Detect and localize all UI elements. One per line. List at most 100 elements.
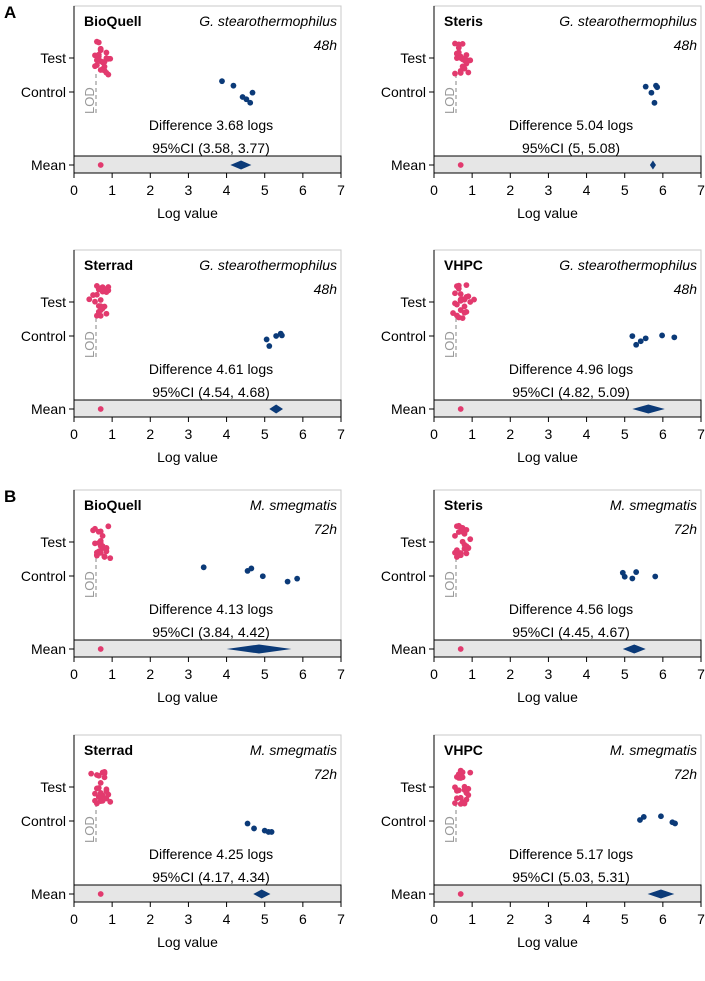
control-point: [248, 565, 255, 572]
control-point: [652, 573, 659, 580]
test-point: [103, 548, 110, 555]
x-tick-label: 5: [621, 666, 629, 682]
test-point: [97, 779, 104, 786]
organism-name: G. stearothermophilus: [199, 257, 337, 273]
test-point: [97, 549, 104, 556]
control-mean-diamond: [230, 160, 252, 170]
test-point: [457, 552, 464, 559]
incubation-time: 72h: [314, 521, 338, 537]
y-category-label: Test: [400, 294, 426, 310]
control-point: [247, 99, 254, 106]
x-tick-label: 0: [430, 666, 438, 682]
control-mean-diamond: [269, 404, 284, 414]
section-label-a: A: [4, 3, 16, 22]
organism-name: G. stearothermophilus: [559, 257, 697, 273]
control-point: [637, 338, 644, 345]
x-tick-label: 3: [185, 182, 193, 198]
y-category-label: Control: [381, 328, 426, 344]
test-point: [463, 550, 470, 557]
y-category-label: Mean: [31, 157, 66, 173]
x-tick-label: 0: [70, 911, 78, 927]
test-point: [97, 528, 104, 535]
test-point: [452, 290, 458, 297]
test-point: [93, 291, 100, 298]
y-category-label: Test: [40, 534, 66, 550]
control-mean-diamond: [649, 160, 656, 170]
section-label-b: B: [4, 487, 16, 506]
ci-text: 95%CI (3.84, 4.42): [152, 624, 270, 640]
ci-text: 95%CI (4.82, 5.09): [512, 384, 630, 400]
x-tick-label: 1: [468, 182, 476, 198]
difference-text: Difference 4.13 logs: [149, 601, 273, 617]
lod-label: LOD: [442, 571, 457, 598]
test-point: [107, 55, 114, 62]
control-point: [263, 336, 270, 343]
y-category-label: Control: [21, 813, 66, 829]
test-point: [95, 772, 102, 779]
test-mean-point: [457, 646, 464, 652]
control-point: [266, 343, 273, 349]
system-name: VHPC: [444, 257, 483, 273]
test-point: [463, 308, 470, 315]
system-name: Steris: [444, 497, 483, 513]
mean-band: [73, 155, 342, 174]
x-tick-label: 7: [337, 182, 345, 198]
control-point: [659, 332, 665, 339]
test-point: [453, 547, 460, 554]
test-point: [465, 293, 472, 300]
control-point: [629, 575, 636, 582]
x-tick-label: 7: [337, 666, 345, 682]
y-category-label: Mean: [31, 641, 66, 657]
test-point: [103, 310, 110, 317]
x-tick-label: 5: [261, 666, 269, 682]
test-point: [463, 60, 470, 67]
control-point: [259, 573, 266, 580]
y-category-label: Mean: [391, 401, 426, 417]
control-point: [273, 333, 280, 339]
test-point: [452, 800, 458, 806]
lod-label: LOD: [82, 87, 97, 114]
test-point: [95, 39, 102, 46]
x-axis-label: Log value: [157, 205, 218, 221]
test-point: [452, 70, 458, 77]
control-point: [243, 96, 250, 103]
system-name: BioQuell: [84, 497, 142, 513]
test-point: [457, 524, 464, 531]
organism-name: M. smegmatis: [610, 497, 697, 513]
x-tick-label: 4: [223, 182, 231, 198]
test-mean-point: [457, 406, 464, 412]
test-point: [459, 799, 466, 805]
control-point: [621, 573, 628, 580]
ci-text: 95%CI (4.54, 4.68): [152, 384, 270, 400]
x-tick-label: 7: [697, 911, 705, 927]
x-tick-label: 5: [621, 911, 629, 927]
x-tick-label: 4: [223, 666, 231, 682]
y-category-label: Test: [400, 534, 426, 550]
control-mean-diamond: [226, 644, 292, 654]
incubation-time: 48h: [674, 281, 698, 297]
incubation-time: 48h: [674, 37, 698, 53]
x-axis-label: Log value: [157, 689, 218, 705]
control-mean-diamond: [622, 644, 646, 654]
x-tick-label: 2: [506, 426, 514, 442]
test-point: [97, 792, 104, 799]
test-point: [463, 52, 470, 58]
test-point: [92, 540, 98, 547]
x-tick-label: 0: [70, 426, 78, 442]
x-tick-label: 6: [299, 426, 307, 442]
ci-text: 95%CI (4.17, 4.34): [152, 869, 270, 885]
x-axis-label: Log value: [517, 205, 578, 221]
x-tick-label: 3: [545, 911, 553, 927]
test-point: [101, 554, 108, 560]
control-point: [642, 83, 649, 90]
y-category-label: Mean: [391, 641, 426, 657]
test-point: [99, 543, 106, 550]
control-point: [642, 335, 649, 342]
difference-text: Difference 3.68 logs: [149, 117, 273, 133]
test-point: [457, 297, 464, 304]
test-point: [107, 555, 114, 562]
